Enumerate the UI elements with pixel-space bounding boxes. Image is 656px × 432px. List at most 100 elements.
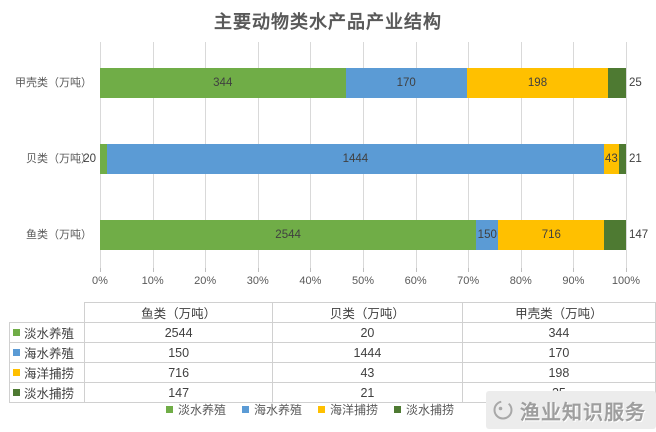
chart-legend: 淡水养殖 海水养殖 海洋捕捞 淡水捕捞 bbox=[0, 401, 620, 418]
table-cell: 344 bbox=[461, 322, 656, 343]
axis-tick-mark bbox=[415, 268, 417, 272]
table-cell: 20 bbox=[272, 322, 463, 343]
table-row-header: 海洋捕捞 bbox=[8, 362, 86, 383]
x-axis-tick-label: 10% bbox=[141, 275, 164, 287]
table-cell: 21 bbox=[272, 382, 463, 403]
legend-label: 海水养殖 bbox=[253, 403, 302, 417]
legend-item: 海洋捕捞 bbox=[318, 401, 378, 418]
data-label: 1444 bbox=[342, 153, 369, 165]
bar-segment bbox=[100, 68, 346, 98]
table-cell: 716 bbox=[84, 362, 274, 383]
plot-area: 0% 10% 20% 30% 40% 50% 60% 70% 80% 90% 100% 甲壳类（万吨）… bbox=[15, 42, 649, 287]
table-corner-cell bbox=[9, 302, 85, 323]
category-label: 贝类（万吨） bbox=[26, 153, 92, 165]
table-row: 淡水养殖 2544 20 344 bbox=[8, 322, 656, 343]
gridline bbox=[626, 42, 627, 268]
axis-tick-mark bbox=[363, 268, 364, 272]
table-column-header: 甲壳类（万吨） bbox=[461, 302, 656, 323]
axis-tick-mark bbox=[520, 268, 522, 272]
series-swatch-icon bbox=[13, 369, 20, 376]
bar-segment bbox=[498, 220, 605, 250]
x-axis-tick-label: 20% bbox=[194, 275, 217, 287]
table-cell: 1444 bbox=[272, 342, 463, 363]
table-row-header: 淡水养殖 bbox=[8, 322, 86, 343]
legend-label: 海洋捕捞 bbox=[330, 403, 379, 417]
data-label: 20 bbox=[83, 153, 96, 165]
axis-tick-mark bbox=[626, 268, 627, 272]
table-column-header: 鱼类（万吨） bbox=[84, 302, 274, 323]
table-row: 海水养殖 150 1444 170 bbox=[8, 342, 656, 363]
axis-tick-mark bbox=[310, 268, 312, 272]
bar-segment bbox=[100, 220, 477, 250]
data-table: 鱼类（万吨） 贝类（万吨） 甲壳类（万吨） 淡水养殖 2544 20 344 海水养殖 150… bbox=[8, 302, 656, 403]
bar-segment bbox=[618, 144, 626, 174]
series-swatch-icon bbox=[13, 349, 20, 356]
bar-segment bbox=[603, 144, 619, 174]
table-cell: 198 bbox=[461, 362, 656, 383]
data-label: 198 bbox=[527, 77, 548, 89]
legend-swatch-icon bbox=[318, 406, 325, 413]
legend-item: 淡水捕捞 bbox=[394, 401, 454, 418]
series-swatch-icon bbox=[13, 389, 20, 396]
watermark: 渔业知识服务 bbox=[486, 391, 656, 429]
x-axis-tick-label: 100% bbox=[611, 275, 641, 287]
data-label: 21 bbox=[629, 153, 642, 165]
table-row: 海洋捕捞 716 43 198 bbox=[8, 362, 656, 383]
legend-swatch-icon bbox=[241, 406, 249, 413]
table-cell: 147 bbox=[84, 382, 274, 403]
table-cell: 150 bbox=[84, 342, 274, 363]
series-label: 海洋捕捞 bbox=[24, 367, 75, 381]
x-axis-tick-label: 40% bbox=[299, 275, 322, 287]
bar-segment bbox=[476, 220, 499, 250]
category-label: 甲壳类（万吨） bbox=[15, 77, 92, 89]
table-row-header: 海水养殖 bbox=[8, 342, 86, 363]
legend-label: 淡水捕捞 bbox=[406, 403, 455, 417]
series-label: 淡水捕捞 bbox=[24, 387, 75, 401]
x-axis-tick-label: 80% bbox=[509, 275, 532, 287]
data-label: 147 bbox=[629, 229, 649, 241]
legend-label: 淡水养殖 bbox=[177, 403, 226, 417]
category-label: 鱼类（万吨） bbox=[26, 229, 92, 241]
watermark-text: 渔业知识服务 bbox=[520, 401, 646, 424]
x-axis-tick-label: 30% bbox=[246, 275, 269, 287]
bar-segment bbox=[106, 144, 604, 174]
x-axis-tick-label: 60% bbox=[404, 275, 427, 287]
table-header: 鱼类（万吨） 贝类（万吨） 甲壳类（万吨） bbox=[9, 302, 656, 323]
bar-segment bbox=[100, 144, 107, 174]
table-row-header: 淡水捕捞 bbox=[8, 382, 86, 403]
data-label: 2544 bbox=[275, 229, 301, 241]
legend-swatch-icon bbox=[165, 406, 173, 413]
data-label: 150 bbox=[477, 229, 497, 241]
axis-tick-mark bbox=[257, 268, 259, 272]
axis-tick-mark bbox=[152, 268, 154, 272]
chart-title: 主要动物类水产品产业结构 bbox=[214, 12, 442, 32]
axis-tick-mark bbox=[205, 268, 207, 272]
legend-swatch-icon bbox=[394, 406, 402, 413]
data-label: 25 bbox=[629, 77, 642, 89]
data-label: 170 bbox=[396, 77, 416, 89]
data-label: 344 bbox=[213, 77, 233, 89]
series-label: 海水养殖 bbox=[24, 347, 75, 361]
table-cell: 170 bbox=[461, 342, 656, 363]
series-label: 淡水养殖 bbox=[24, 327, 75, 341]
series-swatch-icon bbox=[13, 329, 20, 336]
data-label: 43 bbox=[604, 153, 618, 165]
x-axis-tick-label: 0% bbox=[92, 275, 108, 287]
x-axis-tick-label: 90% bbox=[562, 275, 585, 287]
legend-item: 海水养殖 bbox=[241, 401, 302, 418]
legend-item: 淡水养殖 bbox=[165, 401, 226, 418]
table-body: 淡水养殖 2544 20 344 海水养殖 150 1444 170 海洋捕捞 716 43 198 淡… bbox=[8, 322, 656, 403]
bar-segment bbox=[608, 68, 626, 98]
axis-tick-mark bbox=[100, 268, 101, 272]
fishery-logo-icon bbox=[493, 400, 513, 420]
bar-segment bbox=[604, 220, 626, 250]
data-label: 716 bbox=[541, 229, 561, 241]
x-axis-tick-label: 50% bbox=[351, 275, 375, 287]
table-column-header: 贝类（万吨） bbox=[272, 302, 463, 323]
table-cell: 43 bbox=[272, 362, 463, 383]
bar-segment bbox=[466, 68, 609, 98]
table-cell: 2544 bbox=[84, 322, 274, 343]
x-axis-tick-label: 70% bbox=[457, 275, 480, 287]
bar-segment bbox=[345, 68, 467, 98]
